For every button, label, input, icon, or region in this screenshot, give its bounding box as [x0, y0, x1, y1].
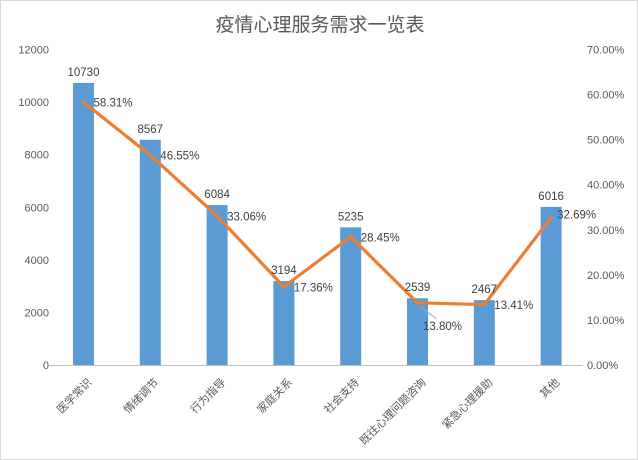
- x-axis-category-label: 情绪调节: [120, 375, 161, 416]
- x-axis-category-label: 其他: [537, 376, 562, 401]
- line-percent-label: 32.69%: [557, 210, 596, 222]
- right-axis-tick: 50.00%: [587, 135, 625, 147]
- bar-0: [73, 82, 94, 366]
- left-axis-tick: 6000: [25, 202, 49, 214]
- line-series-group: [81, 100, 553, 307]
- left-axis-tick: 0: [43, 360, 49, 372]
- trend-line: [81, 100, 553, 307]
- left-axis-tick: 8000: [25, 150, 49, 162]
- left-axis-tick: 12000: [18, 45, 49, 57]
- bar-1: [139, 139, 161, 365]
- right-axis-ticks-group: 0.00% 10.00% 20.00% 30.00% 40.00% 50.00% 60.00…: [587, 45, 625, 373]
- bar-6: [473, 300, 495, 365]
- x-axis-category-label: 家庭关系: [254, 375, 295, 416]
- right-axis-tick: 70.00%: [587, 45, 625, 57]
- line-percent-label: 58.31%: [94, 98, 133, 110]
- right-axis-tick: 10.00%: [587, 315, 625, 327]
- bar-value-label: 10730: [68, 67, 100, 79]
- bar-7: [540, 206, 562, 365]
- right-axis-tick: 20.00%: [587, 270, 625, 282]
- x-axis-category-label: 医学常识: [54, 375, 95, 416]
- label-leader-line: [420, 306, 437, 320]
- bar-series-group: [73, 82, 562, 366]
- left-axis-ticks-group: 0 2000 4000 6000 8000 10000 12000: [18, 45, 49, 373]
- percent-labels-group: 58.31% 46.55% 33.06% 17.36% 28.45% 13.80% 13.4…: [94, 98, 597, 333]
- line-percent-label: 28.45%: [361, 232, 400, 244]
- left-axis-tick: 10000: [18, 97, 49, 109]
- bar-value-label: 2539: [405, 282, 431, 294]
- right-axis-tick: 40.00%: [587, 180, 625, 192]
- line-percent-label: 33.06%: [227, 211, 266, 223]
- bar-2: [206, 205, 228, 365]
- right-axis-tick: 60.00%: [587, 90, 625, 102]
- left-axis-tick: 4000: [25, 255, 49, 267]
- bar-3: [273, 281, 295, 365]
- line-percent-label: 17.36%: [294, 282, 333, 294]
- left-axis-tick: 2000: [25, 307, 49, 319]
- bar-value-label: 6084: [204, 189, 230, 201]
- x-axis-category-label: 紧急心理援助: [439, 375, 496, 432]
- bar-5: [407, 298, 428, 365]
- bar-value-label: 6016: [538, 191, 564, 203]
- bar-value-label: 8567: [138, 124, 164, 136]
- right-axis-tick: 30.00%: [587, 225, 625, 237]
- line-percent-label: 13.41%: [494, 300, 533, 312]
- bar-value-label: 5235: [338, 211, 364, 223]
- line-percent-label: 13.80%: [423, 321, 462, 333]
- bar-value-label: 2467: [472, 284, 498, 296]
- x-axis-category-label: 既往心理问题咨询: [356, 375, 428, 447]
- x-axis-category-label: 行为指导: [187, 375, 228, 416]
- line-percent-label: 46.55%: [160, 151, 199, 163]
- bar-value-label: 3194: [271, 265, 297, 277]
- x-axis-category-label: 社会支持: [321, 375, 362, 416]
- bar-4: [340, 227, 362, 365]
- bar-value-labels-group: 10730 8567 6084 3194 5235 2539 2467 6016: [68, 67, 564, 296]
- right-axis-tick: 0.00%: [587, 360, 618, 372]
- chart-title: 疫情心理服务需求一览表: [215, 14, 424, 36]
